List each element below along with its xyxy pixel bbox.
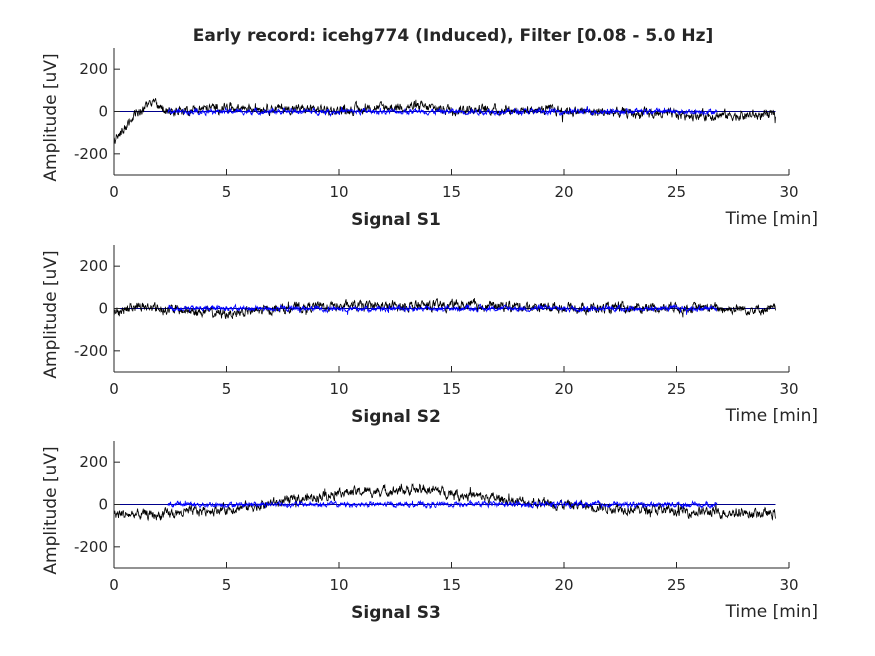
x-tick-label: 25 xyxy=(667,380,686,398)
x-tick-label: 25 xyxy=(667,183,686,201)
subplot-2: 0 5 10 15 20 25 30 -200 0 200 Signal S2 Time [min] A… xyxy=(41,245,818,427)
x-tick-label: 15 xyxy=(442,183,461,201)
series-filtered xyxy=(167,499,718,510)
x-tick-label: 10 xyxy=(329,576,348,594)
series-raw xyxy=(113,98,776,144)
y-axis-label: Amplitude [uV] xyxy=(41,446,61,574)
subplot-3: 0 5 10 15 20 25 30 -200 0 200 Signal S3 Time [min] A… xyxy=(41,441,818,623)
x-tick-label: 30 xyxy=(779,576,798,594)
x-tick-label: 5 xyxy=(222,380,232,398)
x-tick-label: 0 xyxy=(109,380,119,398)
x-unit-label: Time [min] xyxy=(725,209,818,229)
y-tick-label: -200 xyxy=(74,342,108,360)
x-tick-label: 30 xyxy=(779,380,798,398)
subplot-1: 0 5 10 15 20 25 30 -200 0 200 Signal S1 Time [min] A… xyxy=(41,48,818,230)
x-tick-label: 0 xyxy=(109,576,119,594)
x-tick-label: 10 xyxy=(329,380,348,398)
x-axis-label: Signal S3 xyxy=(351,603,441,623)
y-tick-label: 200 xyxy=(79,257,108,275)
x-tick-label: 20 xyxy=(554,183,573,201)
series-raw xyxy=(113,483,776,522)
x-unit-label: Time [min] xyxy=(725,406,818,426)
x-tick-label: 25 xyxy=(667,576,686,594)
x-tick-label: 20 xyxy=(554,576,573,594)
x-axis-label: Signal S1 xyxy=(351,210,441,230)
x-tick-label: 5 xyxy=(222,576,232,594)
y-tick-label: 200 xyxy=(79,453,108,471)
x-tick-label: 5 xyxy=(222,183,232,201)
x-tick-label: 10 xyxy=(329,183,348,201)
x-tick-label: 15 xyxy=(442,380,461,398)
chart-title: Early record: icehg774 (Induced), Filter… xyxy=(193,26,714,46)
y-tick-label: 0 xyxy=(98,103,108,121)
y-axis-label: Amplitude [uV] xyxy=(41,250,61,378)
y-axis-label: Amplitude [uV] xyxy=(41,53,61,181)
y-tick-label: -200 xyxy=(74,145,108,163)
x-axis-label: Signal S2 xyxy=(351,407,441,427)
y-tick-label: 0 xyxy=(98,300,108,318)
series-filtered xyxy=(167,106,718,118)
series-filtered xyxy=(168,303,718,315)
x-tick-label: 20 xyxy=(554,380,573,398)
x-tick-label: 0 xyxy=(109,183,119,201)
x-tick-label: 15 xyxy=(442,576,461,594)
y-tick-label: 0 xyxy=(98,496,108,514)
x-tick-label: 30 xyxy=(779,183,798,201)
y-tick-label: -200 xyxy=(74,538,108,556)
x-unit-label: Time [min] xyxy=(725,602,818,622)
y-tick-label: 200 xyxy=(79,60,108,78)
